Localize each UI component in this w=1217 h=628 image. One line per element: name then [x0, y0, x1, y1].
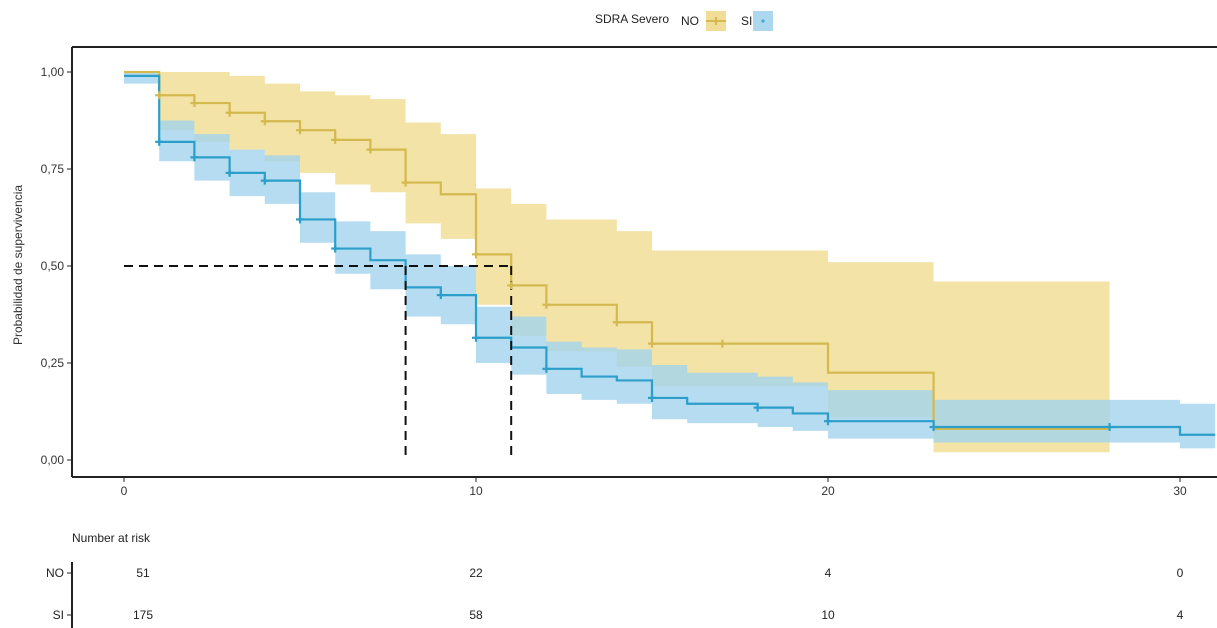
- y-tick-label-1: 0,25: [41, 356, 65, 370]
- risk-value-si-1: 58: [469, 608, 483, 622]
- median-lines: [124, 265, 513, 460]
- censor-mark-no-8: [472, 250, 480, 259]
- x-tick-label-0: 0: [121, 484, 128, 498]
- x-tick-label-1: 10: [469, 484, 483, 498]
- risk-value-no-2: 4: [825, 566, 832, 580]
- censor-mark-si-9: [648, 393, 656, 402]
- censor-mark-no-5: [331, 135, 340, 144]
- legend-label-si: SI: [741, 14, 752, 28]
- risk-row-label-si: SI: [53, 608, 64, 622]
- legend-label-no: NO: [681, 14, 699, 28]
- censor-mark-si-8: [542, 364, 551, 373]
- censor-mark-si-12: [929, 423, 938, 432]
- survival-curve-no: [124, 70, 1110, 431]
- y-axis-title: Probabilidad de supervivencia: [11, 185, 25, 345]
- risk-value-si-3: 4: [1177, 608, 1184, 622]
- ci-band-si: [124, 72, 1216, 449]
- risk-value-no-3: 0: [1177, 566, 1184, 580]
- censor-mark-no-6: [366, 145, 375, 154]
- censor-mark-si-11: [824, 417, 832, 426]
- axes: 0,00 0,25 0,50 0,75 1,00 0 10 20 30 Probabilidad …: [11, 46, 1217, 498]
- risk-value-si-0: 175: [133, 608, 153, 622]
- censor-mark-no-3: [260, 117, 269, 126]
- censor-mark-si-7: [472, 333, 480, 342]
- x-tick-label-3: 30: [1173, 484, 1187, 498]
- censor-mark-si-5: [331, 244, 340, 253]
- censor-mark-si-0: [155, 137, 164, 146]
- legend-title: SDRA Severo: [595, 12, 669, 26]
- censor-marks: [155, 91, 1114, 432]
- legend-key-si: [753, 11, 773, 31]
- risk-value-no-0: 51: [136, 566, 150, 580]
- censor-mark-no-11: [612, 318, 621, 327]
- censor-mark-si-2: [225, 168, 234, 177]
- y-tick-label-3: 0,75: [41, 162, 65, 176]
- y-tick-label-0: 0,00: [41, 453, 65, 467]
- censor-mark-no-12: [648, 339, 656, 348]
- x-tick-label-2: 20: [821, 484, 835, 498]
- risk-table: Number at risk NO 51 22 4 0 SI 175 58 10 4: [46, 531, 1184, 628]
- y-tick-label-4: 1,00: [41, 65, 65, 79]
- censor-mark-no-4: [296, 126, 304, 135]
- censor-mark-si-13: [1105, 423, 1114, 432]
- censor-mark-si-10: [753, 403, 762, 412]
- censor-mark-no-10: [542, 300, 551, 309]
- censor-mark-si-1: [190, 153, 199, 162]
- censor-mark-no-7: [401, 178, 410, 187]
- y-tick-label-2: 0,50: [41, 259, 65, 273]
- risk-value-si-2: 10: [821, 608, 835, 622]
- censor-mark-no-9: [507, 281, 516, 290]
- censor-mark-no-13: [718, 339, 727, 348]
- legend-key-no: [706, 11, 726, 31]
- risk-row-label-no: NO: [46, 566, 64, 580]
- censor-mark-no-2: [225, 108, 234, 117]
- censor-mark-si-6: [436, 291, 445, 300]
- censor-mark-si-3: [260, 176, 269, 185]
- confidence-bands: [124, 72, 1216, 460]
- risk-value-no-1: 22: [469, 566, 483, 580]
- ci-band-no: [124, 72, 1110, 460]
- censor-mark-no-1: [190, 99, 199, 108]
- censor-mark-no-0: [155, 91, 164, 100]
- censor-mark-si-4: [296, 215, 304, 224]
- legend: SDRA Severo NO SI: [595, 11, 773, 31]
- risk-table-title: Number at risk: [72, 531, 151, 545]
